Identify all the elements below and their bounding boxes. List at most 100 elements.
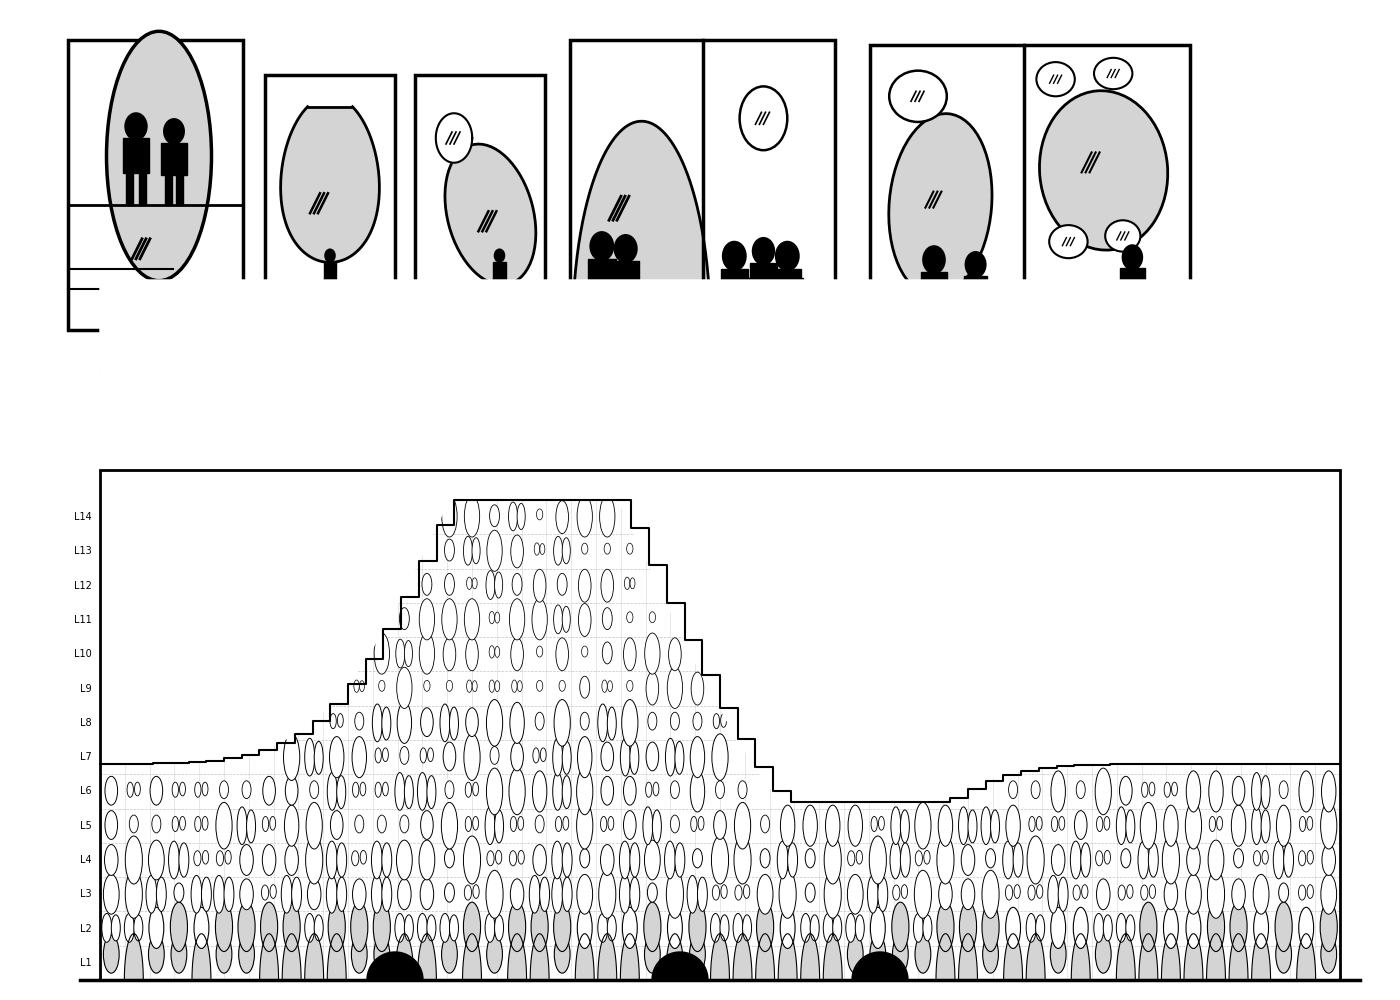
Ellipse shape bbox=[805, 883, 815, 902]
Polygon shape bbox=[1135, 296, 1141, 330]
Ellipse shape bbox=[668, 907, 682, 948]
Ellipse shape bbox=[354, 815, 364, 833]
Ellipse shape bbox=[690, 935, 706, 973]
Ellipse shape bbox=[914, 802, 931, 849]
Ellipse shape bbox=[714, 811, 727, 839]
Ellipse shape bbox=[722, 241, 746, 271]
Ellipse shape bbox=[197, 478, 242, 562]
Ellipse shape bbox=[239, 879, 253, 910]
Ellipse shape bbox=[1320, 802, 1337, 849]
Ellipse shape bbox=[134, 782, 140, 796]
Ellipse shape bbox=[563, 606, 570, 632]
Ellipse shape bbox=[645, 742, 658, 771]
Text: Micro-Unit
Grand Window: Micro-Unit Grand Window bbox=[99, 348, 211, 380]
Ellipse shape bbox=[395, 773, 405, 810]
Text: L13: L13 bbox=[74, 546, 92, 556]
Ellipse shape bbox=[914, 870, 931, 918]
Ellipse shape bbox=[889, 71, 946, 122]
Polygon shape bbox=[591, 291, 599, 330]
Ellipse shape bbox=[738, 781, 748, 799]
Ellipse shape bbox=[805, 849, 815, 868]
Ellipse shape bbox=[1322, 771, 1336, 812]
Ellipse shape bbox=[1163, 907, 1179, 948]
Text: L5: L5 bbox=[80, 821, 92, 831]
Ellipse shape bbox=[1036, 816, 1042, 830]
Ellipse shape bbox=[743, 885, 750, 898]
Text: L3: L3 bbox=[80, 889, 92, 899]
Ellipse shape bbox=[382, 707, 391, 740]
Ellipse shape bbox=[1105, 816, 1110, 830]
Ellipse shape bbox=[1049, 225, 1088, 258]
Ellipse shape bbox=[427, 776, 435, 809]
Text: L10: L10 bbox=[74, 649, 92, 659]
Polygon shape bbox=[963, 307, 970, 330]
Ellipse shape bbox=[472, 578, 477, 589]
Ellipse shape bbox=[627, 680, 633, 691]
Ellipse shape bbox=[489, 646, 494, 658]
Ellipse shape bbox=[1299, 816, 1306, 832]
Ellipse shape bbox=[532, 599, 547, 640]
Ellipse shape bbox=[559, 680, 566, 691]
Ellipse shape bbox=[466, 638, 479, 671]
Ellipse shape bbox=[360, 782, 365, 796]
Ellipse shape bbox=[1138, 841, 1149, 879]
Ellipse shape bbox=[959, 807, 969, 845]
Ellipse shape bbox=[699, 816, 704, 830]
Ellipse shape bbox=[463, 536, 472, 565]
Ellipse shape bbox=[511, 535, 524, 568]
Polygon shape bbox=[711, 934, 729, 980]
Ellipse shape bbox=[354, 712, 364, 730]
Ellipse shape bbox=[395, 913, 405, 942]
Ellipse shape bbox=[246, 810, 256, 843]
Ellipse shape bbox=[400, 747, 409, 764]
Ellipse shape bbox=[715, 781, 725, 799]
Polygon shape bbox=[721, 269, 748, 308]
Polygon shape bbox=[620, 934, 640, 980]
Polygon shape bbox=[161, 143, 186, 175]
Ellipse shape bbox=[1252, 773, 1261, 810]
Ellipse shape bbox=[780, 907, 795, 948]
Ellipse shape bbox=[553, 738, 563, 776]
Ellipse shape bbox=[665, 841, 675, 879]
Ellipse shape bbox=[1121, 244, 1144, 270]
Ellipse shape bbox=[959, 902, 977, 952]
Ellipse shape bbox=[1028, 836, 1044, 884]
Ellipse shape bbox=[644, 902, 661, 952]
Ellipse shape bbox=[179, 843, 189, 877]
Ellipse shape bbox=[1026, 913, 1036, 942]
Polygon shape bbox=[1116, 934, 1135, 980]
Polygon shape bbox=[724, 278, 804, 284]
Ellipse shape bbox=[627, 612, 633, 623]
Ellipse shape bbox=[671, 815, 679, 833]
Ellipse shape bbox=[351, 935, 367, 973]
Polygon shape bbox=[176, 170, 183, 205]
Ellipse shape bbox=[417, 913, 427, 942]
Ellipse shape bbox=[991, 810, 1000, 843]
Ellipse shape bbox=[554, 935, 570, 973]
Ellipse shape bbox=[599, 870, 616, 918]
Ellipse shape bbox=[1141, 782, 1148, 797]
Ellipse shape bbox=[1096, 879, 1110, 910]
Ellipse shape bbox=[1127, 885, 1133, 898]
Polygon shape bbox=[323, 262, 336, 280]
Polygon shape bbox=[801, 934, 819, 980]
Ellipse shape bbox=[1095, 935, 1112, 973]
Ellipse shape bbox=[441, 802, 458, 849]
Ellipse shape bbox=[172, 782, 178, 797]
Ellipse shape bbox=[378, 680, 385, 691]
Ellipse shape bbox=[690, 737, 704, 778]
Ellipse shape bbox=[692, 503, 708, 537]
Ellipse shape bbox=[581, 646, 588, 657]
Ellipse shape bbox=[1320, 902, 1337, 952]
Ellipse shape bbox=[1093, 58, 1133, 89]
Ellipse shape bbox=[652, 782, 659, 796]
Ellipse shape bbox=[1096, 816, 1103, 832]
Bar bbox=[99, 470, 1340, 980]
Ellipse shape bbox=[1105, 850, 1110, 864]
Polygon shape bbox=[417, 934, 437, 980]
Ellipse shape bbox=[1116, 807, 1126, 845]
Ellipse shape bbox=[378, 815, 386, 833]
Polygon shape bbox=[192, 934, 211, 980]
Ellipse shape bbox=[444, 742, 456, 771]
Ellipse shape bbox=[263, 776, 276, 805]
